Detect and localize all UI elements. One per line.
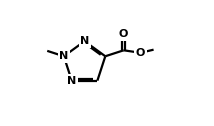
Text: N: N — [67, 76, 76, 86]
Text: N: N — [80, 36, 89, 46]
Text: N: N — [59, 51, 68, 61]
Text: O: O — [119, 29, 128, 39]
Text: O: O — [136, 48, 145, 58]
